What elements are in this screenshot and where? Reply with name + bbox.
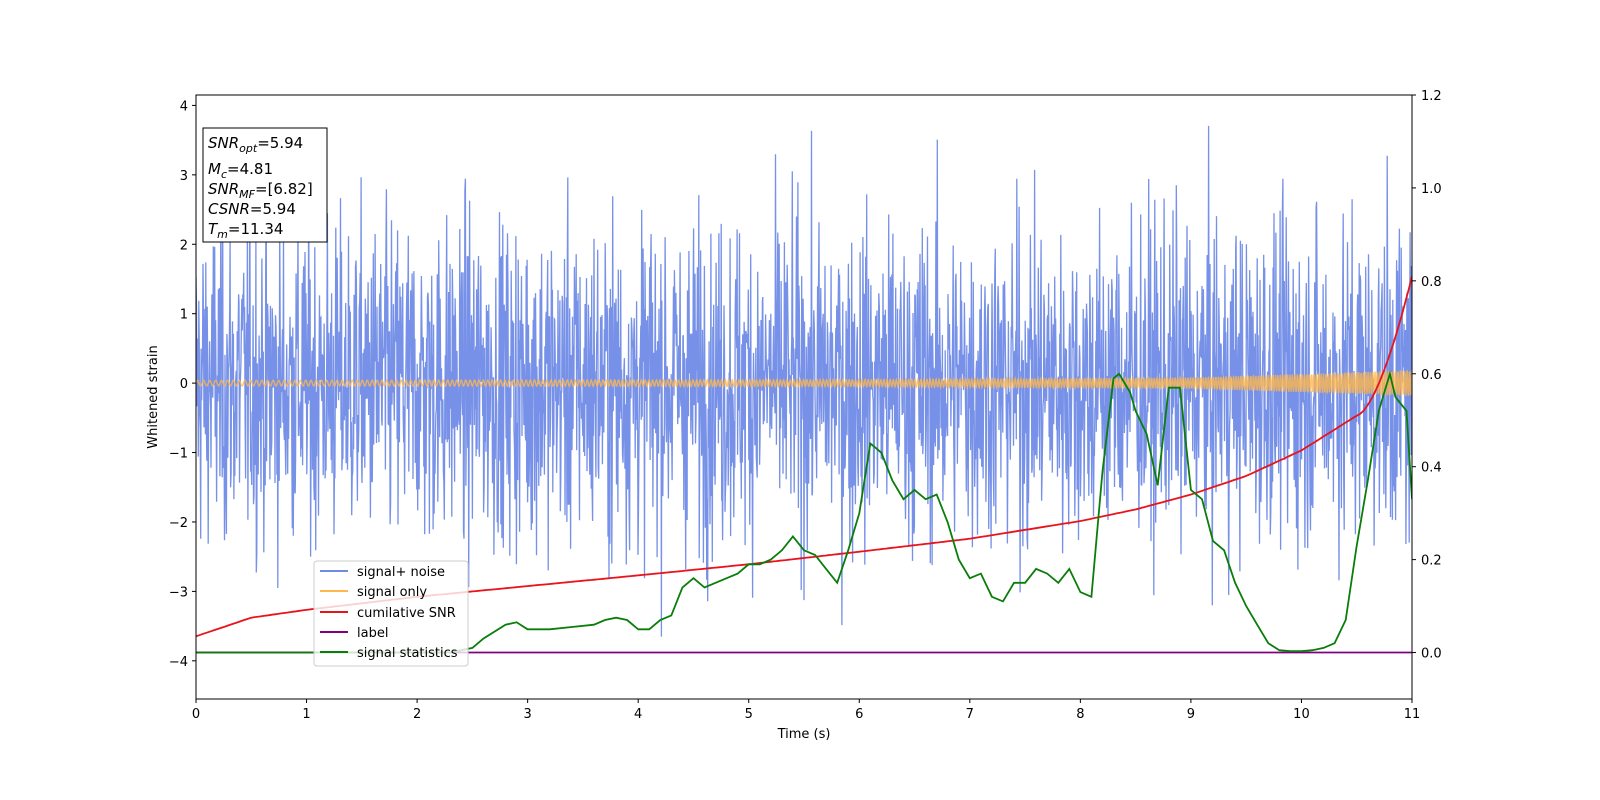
x-axis-label: Time (s)	[777, 727, 831, 742]
x-tick-label: 0	[192, 707, 200, 722]
y-left-tick-label: −1	[169, 447, 188, 462]
x-tick-label: 4	[634, 707, 642, 722]
legend: signal+ noise signal only cumilative SNR…	[313, 560, 469, 667]
series-signal-statistics	[196, 370, 1412, 654]
x-tick-label: 6	[855, 707, 863, 722]
y-left-tick-label: −4	[169, 655, 188, 670]
legend-item-signal-noise: signal+ noise	[320, 565, 445, 580]
y-axis-label: Whitened strain	[146, 345, 161, 448]
x-tick-label: 3	[523, 707, 531, 722]
x-tick-label: 10	[1293, 707, 1310, 722]
legend-item-signal-only: signal only	[320, 585, 427, 600]
legend-label-cumulative-snr: cumilative SNR	[357, 606, 456, 621]
y-left-tick-label: 1	[180, 308, 188, 323]
y-left-tick-label: 3	[180, 169, 188, 184]
legend-label-signal-only: signal only	[357, 585, 427, 600]
x-tick-label: 11	[1404, 707, 1421, 722]
legend-item-cumulative-snr: cumilative SNR	[320, 606, 456, 621]
x-tick-label: 7	[966, 707, 974, 722]
info-tm: Tm=11.34	[208, 220, 283, 241]
ticks-layer: 0 1 2 3 4 5 6 7 8 9 10 1143210−1−2−3−41.21.00.80.60…	[169, 89, 1442, 722]
legend-label-signal-noise: signal+ noise	[357, 565, 445, 580]
info-mc: Mc=4.81	[208, 160, 273, 181]
y-right-tick-label: 1.2	[1421, 89, 1442, 104]
y-right-tick-label: 1.0	[1421, 182, 1442, 197]
x-tick-label: 1	[302, 707, 310, 722]
y-left-tick-label: 2	[180, 238, 188, 253]
x-tick-label: 5	[745, 707, 753, 722]
x-tick-label: 2	[413, 707, 421, 722]
y-left-tick-label: 4	[180, 99, 188, 114]
x-tick-label: 8	[1076, 707, 1084, 722]
plot-frame	[195, 94, 1413, 700]
info-box: SNRopt=5.94 Mc=4.81 SNRMF=[6.82] CSNR=5.…	[202, 127, 328, 243]
y-left-tick-label: −2	[169, 516, 188, 531]
legend-label-signal-statistics: signal statistics	[357, 646, 458, 661]
legend-item-label: label	[320, 626, 388, 641]
info-snr-mf: SNRMF=[6.82]	[208, 180, 313, 201]
series-signal-only	[196, 370, 1412, 397]
y-left-tick-label: −3	[169, 585, 188, 600]
info-snr-opt: SNRopt=5.94	[208, 134, 303, 155]
y-right-tick-label: 0.0	[1421, 647, 1442, 662]
info-csnr: CSNR=5.94	[208, 200, 296, 218]
x-tick-label: 9	[1187, 707, 1195, 722]
y-right-tick-label: 0.4	[1421, 461, 1442, 476]
y-right-tick-label: 0.2	[1421, 554, 1442, 569]
series-signal-noise	[196, 125, 1412, 637]
legend-frame	[313, 560, 469, 667]
y-left-tick-label: 0	[180, 377, 188, 392]
info-box-frame	[202, 127, 328, 243]
legend-item-signal-statistics: signal statistics	[320, 646, 458, 661]
y-right-tick-label: 0.6	[1421, 368, 1442, 383]
legend-label-label: label	[357, 626, 388, 641]
y-right-tick-label: 0.8	[1421, 275, 1442, 290]
